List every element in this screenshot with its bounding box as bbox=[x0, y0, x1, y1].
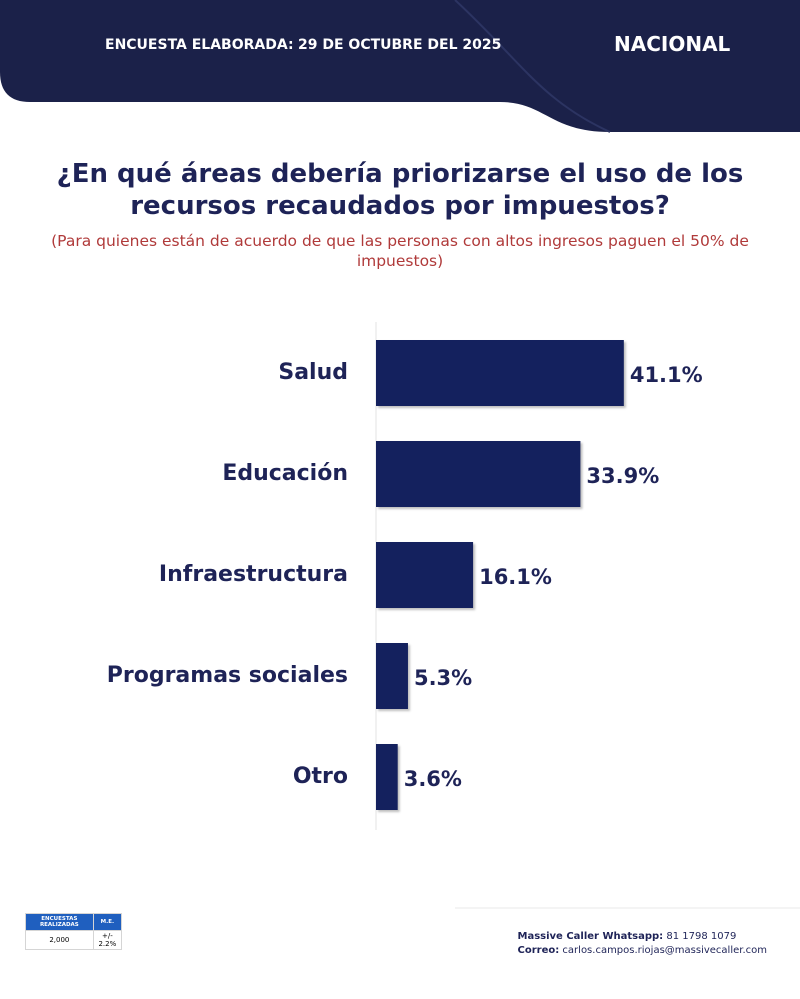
table-header: M.E. bbox=[92, 913, 123, 931]
survey-label: ENCUESTA ELABORADA: bbox=[105, 37, 294, 53]
value-label: 33.9% bbox=[586, 464, 659, 488]
bar bbox=[376, 441, 581, 507]
value-label: 16.1% bbox=[479, 565, 552, 589]
chart-subtitle: (Para quienes están de acuerdo de que la… bbox=[51, 232, 749, 270]
bar bbox=[376, 542, 474, 608]
contact-label: Massive Caller Whatsapp: bbox=[517, 931, 664, 942]
value-label: 41.1% bbox=[630, 363, 703, 387]
category-label: Otro bbox=[293, 764, 348, 789]
contact-value: carlos.campos.riojas@massivecaller.com bbox=[562, 945, 767, 956]
contact-label: Correo: bbox=[517, 945, 560, 956]
header-divider bbox=[454, 0, 611, 133]
bar bbox=[376, 643, 408, 709]
category-label: Infraestructura bbox=[159, 562, 348, 587]
category-label: Educación bbox=[222, 461, 348, 486]
header-band bbox=[0, 0, 800, 132]
contact: Massive Caller Whatsapp: 81 1798 1079 Co… bbox=[518, 930, 768, 958]
region: NACIONAL bbox=[614, 32, 731, 56]
contact-value: 81 1798 1079 bbox=[666, 931, 737, 942]
survey-date: 29 DE OCTUBRE DEL 2025 bbox=[298, 37, 502, 53]
category-label: Programas sociales bbox=[107, 663, 348, 688]
value-label: 5.3% bbox=[414, 666, 472, 690]
table-cell: 2,000 bbox=[25, 930, 94, 950]
chart-title: ¿En qué áreas debería priorizarse el uso… bbox=[56, 159, 744, 221]
category-label: Salud bbox=[278, 360, 348, 385]
table-header: ENCUESTAS REALIZADAS bbox=[25, 913, 94, 931]
bar bbox=[376, 744, 398, 810]
table-cell: +/- 2.2% bbox=[92, 930, 123, 950]
bar bbox=[376, 340, 624, 406]
survey-table: ENCUESTAS REALIZADAS M.E. 2,000 +/- 2.2% bbox=[25, 913, 123, 950]
value-label: 3.6% bbox=[404, 767, 462, 791]
